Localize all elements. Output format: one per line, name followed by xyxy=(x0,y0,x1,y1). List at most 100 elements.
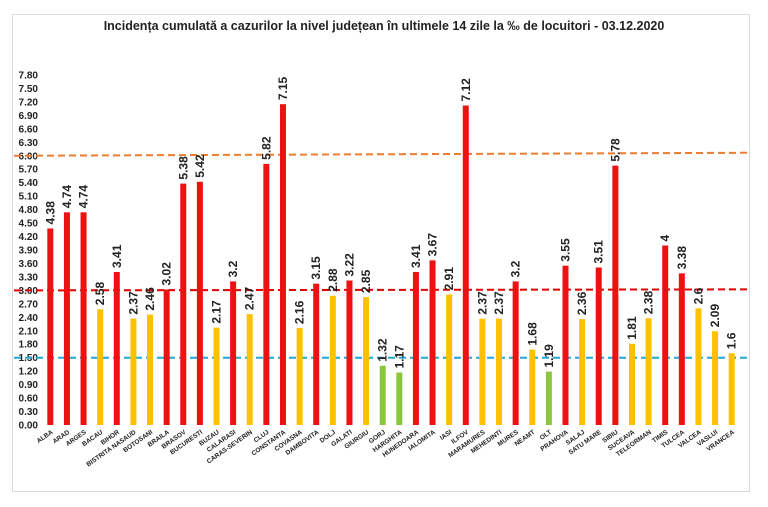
y-tick-label: 4.50 xyxy=(19,219,39,230)
bar xyxy=(63,212,70,425)
data-label: 5.82 xyxy=(259,136,273,160)
data-label: 2.58 xyxy=(93,282,107,306)
data-label: 4.74 xyxy=(77,185,91,209)
bar xyxy=(80,212,87,425)
data-label: 1.32 xyxy=(376,338,390,362)
bar xyxy=(462,105,469,425)
y-tick-label: 1.20 xyxy=(19,367,39,378)
y-tick-label: 3.60 xyxy=(19,259,39,270)
chart-title: Incidența cumulată a cazurilor la nivel … xyxy=(103,19,665,33)
y-tick-label: 2.10 xyxy=(19,326,39,337)
bar xyxy=(412,271,419,425)
bar xyxy=(130,318,137,425)
y-tick-label: 6.90 xyxy=(19,111,39,122)
data-label: 3.02 xyxy=(160,262,174,286)
bar xyxy=(296,328,303,425)
y-tick-label: 7.20 xyxy=(19,97,39,108)
y-tick-label: 7.50 xyxy=(19,84,39,95)
y-tick-label: 0.60 xyxy=(19,394,39,405)
data-label: 7.12 xyxy=(459,78,473,102)
data-label: 3.55 xyxy=(559,238,573,262)
bar xyxy=(113,271,120,425)
data-label: 2.36 xyxy=(575,291,589,315)
data-label: 3.38 xyxy=(675,246,689,270)
data-label: 3.15 xyxy=(309,256,323,280)
data-label: 2.46 xyxy=(143,287,157,311)
y-tick-label: 2.70 xyxy=(19,299,39,310)
y-tick-label: 1.80 xyxy=(19,340,39,351)
data-label: 5.38 xyxy=(176,156,190,180)
bar xyxy=(246,314,253,425)
data-label: 2.16 xyxy=(293,300,307,324)
bar xyxy=(595,267,602,425)
data-label: 2.37 xyxy=(492,291,506,315)
y-tick-label: 4.80 xyxy=(19,205,39,216)
data-label: 2.47 xyxy=(243,286,257,310)
bar xyxy=(628,343,635,425)
bar xyxy=(529,349,536,425)
bar xyxy=(662,245,669,425)
bar xyxy=(230,281,237,425)
data-label: 2.37 xyxy=(126,291,140,315)
bar xyxy=(180,183,187,425)
bar xyxy=(612,165,619,425)
reference-line xyxy=(13,288,749,292)
data-label: 3.41 xyxy=(409,244,423,268)
data-label: 5.78 xyxy=(608,138,622,162)
bar xyxy=(313,283,320,425)
y-tick-label: 0.30 xyxy=(19,407,39,418)
data-label: 1.19 xyxy=(542,344,556,368)
bar xyxy=(329,295,336,425)
y-tick-label: 5.70 xyxy=(19,165,39,176)
data-label: 3.41 xyxy=(110,244,124,268)
data-label: 2.88 xyxy=(326,268,340,292)
y-tick-label: 4.20 xyxy=(19,232,39,243)
bar xyxy=(579,319,586,425)
bar xyxy=(213,327,220,425)
y-tick-label: 7.80 xyxy=(19,71,39,82)
y-tick-label: 0.90 xyxy=(19,380,39,391)
bar xyxy=(562,265,569,425)
data-label: 1.6 xyxy=(725,332,739,349)
bar xyxy=(379,365,386,425)
bar xyxy=(47,228,54,425)
y-tick-label: 6.00 xyxy=(19,151,39,162)
bar xyxy=(279,104,286,426)
y-tick-label: 5.10 xyxy=(19,192,39,203)
bar xyxy=(512,281,519,425)
y-tick-label: 0.00 xyxy=(19,421,39,432)
data-label: 3.2 xyxy=(509,260,523,277)
data-label: 3.51 xyxy=(592,240,606,264)
bar xyxy=(678,273,685,425)
data-label: 7.15 xyxy=(276,76,290,100)
bar xyxy=(545,371,552,425)
data-label: 3.67 xyxy=(426,233,440,257)
bar xyxy=(496,318,503,425)
y-tick-label: 5.40 xyxy=(19,178,39,189)
bar xyxy=(147,314,154,425)
category-label: ALBA xyxy=(36,429,55,445)
bar xyxy=(479,318,486,425)
data-label: 3.22 xyxy=(342,253,356,277)
bar xyxy=(263,163,270,425)
data-label: 4.38 xyxy=(43,201,57,225)
data-label: 2.17 xyxy=(210,300,224,324)
bar xyxy=(429,260,436,425)
data-label: 2.37 xyxy=(475,291,489,315)
data-label: 5.42 xyxy=(193,154,207,178)
data-label: 2.38 xyxy=(642,291,656,315)
y-tick-label: 6.30 xyxy=(19,138,39,149)
y-tick-label: 3.00 xyxy=(19,286,39,297)
reference-line xyxy=(13,151,749,157)
data-label: 3.2 xyxy=(226,260,240,277)
bar xyxy=(346,280,353,425)
data-label: 1.81 xyxy=(625,316,639,340)
data-label: 1.17 xyxy=(392,345,406,369)
bar xyxy=(728,353,735,425)
data-label: 4.74 xyxy=(60,185,74,209)
bar xyxy=(446,294,453,425)
bar xyxy=(695,308,702,425)
bar xyxy=(645,318,652,425)
data-label: 4 xyxy=(658,235,672,242)
